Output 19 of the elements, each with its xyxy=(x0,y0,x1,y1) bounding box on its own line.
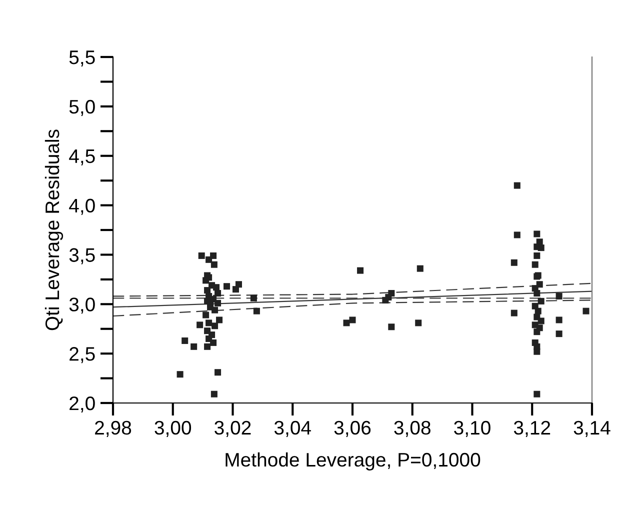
x-axis-title: Methode Leverage, P=0,1000 xyxy=(226,452,480,470)
x-tick-label: 3,02 xyxy=(214,420,251,437)
y-tick-label: 4,0 xyxy=(69,198,95,215)
x-tick-label: 3,12 xyxy=(514,420,550,437)
y-tick-label: 5,0 xyxy=(69,100,95,116)
y-tick-label: 2,0 xyxy=(70,396,95,413)
y-tick-label: 5,5 xyxy=(69,50,95,67)
x-tick-label: 3,10 xyxy=(454,420,490,437)
y-axis-title: Qti Leverage Residuals xyxy=(44,130,64,330)
x-tick-label: 3,00 xyxy=(154,420,192,437)
x-tick-label: 3,06 xyxy=(334,420,371,437)
y-tick-label: 3,5 xyxy=(69,248,95,264)
y-tick-label: 3,0 xyxy=(69,298,95,314)
x-tick-label: 3,14 xyxy=(574,420,610,437)
x-tick-label: 3,08 xyxy=(394,420,430,437)
y-tick-label: 2,5 xyxy=(70,347,95,364)
x-tick-label: 2,98 xyxy=(95,420,132,437)
x-tick-label: 3,04 xyxy=(274,420,311,437)
y-tick-label: 4,5 xyxy=(69,150,95,166)
